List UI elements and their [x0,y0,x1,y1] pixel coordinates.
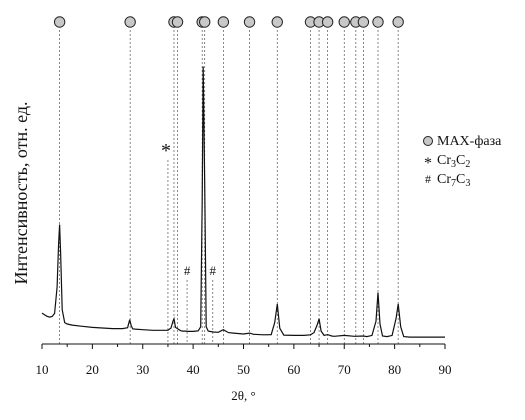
legend: MAX-фаза * Cr3C2 # Cr7C3 [423,134,502,189]
max-phase-marker [53,16,66,28]
max-phase-marker [338,16,350,28]
max-phase-marker [124,16,136,28]
max-phase-marker [171,16,184,28]
max-phase-markers [53,16,404,28]
x-tick-label: 20 [86,362,99,377]
peak-marker-lines [59,30,399,344]
max-phase-marker [271,16,283,28]
cr7c3-marker: # [184,263,191,278]
legend-label: Cr3C2 [437,153,470,170]
legend-asterisk-icon: * [424,155,432,172]
x-tick-label: 90 [439,362,452,377]
x-tick-label: 10 [36,362,49,377]
x-tick-label: 60 [287,362,300,377]
max-phase-marker [372,16,384,28]
max-phase-marker [199,16,211,28]
diffraction-trace [41,66,445,338]
x-ticks: 10 20 30 40 50 60 70 80 90 [36,344,452,377]
x-tick-label: 50 [237,362,250,377]
legend-hash-icon: # [425,172,431,186]
cr7c3-marker: # [210,263,217,278]
legend-label: MAX-фаза [437,134,502,149]
x-tick-label: 40 [187,362,200,377]
x-tick-label: 70 [338,362,351,377]
max-phase-marker [321,16,334,28]
x-tick-label: 80 [388,362,401,377]
cr3c2-marker: * [161,140,171,162]
max-phase-marker [392,16,404,28]
legend-label: Cr7C3 [437,172,470,189]
x-tick-label: 30 [136,362,149,377]
x-axis-label: 2θ, ° [231,388,255,403]
peak-annotations: * # # [161,140,217,278]
legend-circle-icon [423,136,433,146]
max-phase-marker [217,16,230,28]
max-phase-marker [243,16,256,28]
max-phase-marker [357,16,370,28]
y-axis-label: Интенсивность, отн. ед. [11,101,31,284]
